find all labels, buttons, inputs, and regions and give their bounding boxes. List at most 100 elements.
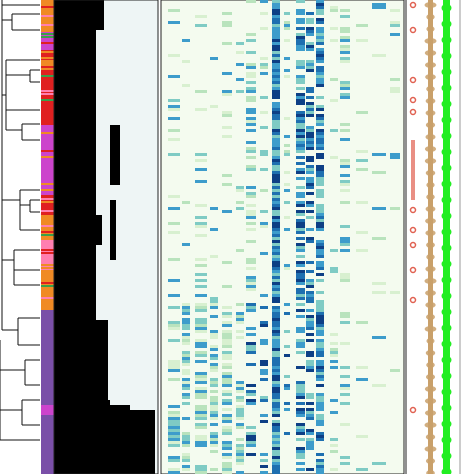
- presence-block: [62, 310, 72, 340]
- heatmap-cell: [260, 465, 268, 468]
- heatmap-cell: [272, 102, 280, 105]
- heatmap-cell: [306, 168, 314, 171]
- brown-bead: [426, 242, 435, 248]
- heatmap-cell: [316, 153, 324, 156]
- heatmap-cell: [246, 210, 256, 213]
- heatmap-cell: [316, 255, 324, 258]
- heatmap-cell: [168, 369, 180, 372]
- heatmap-cell: [372, 207, 386, 210]
- heatmap-cell: [210, 390, 218, 393]
- heatmap-cell: [316, 21, 324, 24]
- heatmap-cell: [168, 129, 180, 132]
- heatmap-cell: [306, 468, 314, 471]
- heatmap-cell: [296, 123, 305, 126]
- heatmap-cell: [330, 444, 338, 447]
- dot-marker: [409, 96, 417, 104]
- heatmap-cell: [222, 345, 232, 348]
- heatmap-cell: [316, 228, 324, 231]
- heatmap-cell: [195, 393, 207, 396]
- heatmap-cell: [316, 438, 324, 441]
- heatmap-cell: [340, 60, 350, 63]
- heatmap-cell: [296, 408, 305, 411]
- brown-bead: [425, 434, 436, 440]
- green-bead: [441, 148, 452, 156]
- heatmap-cell: [195, 465, 207, 468]
- heatmap-cell: [306, 159, 314, 162]
- heatmap-cell: [246, 393, 256, 396]
- heatmap-cell: [272, 120, 280, 123]
- heatmap-cell: [296, 75, 305, 78]
- heatmap-cell: [272, 165, 280, 168]
- strip-stripe: [41, 252, 54, 254]
- strip-stripe: [41, 75, 54, 77]
- heatmap-cell: [284, 69, 290, 72]
- heatmap-cell: [340, 315, 350, 318]
- heatmap-cell: [272, 30, 280, 33]
- heatmap-cell: [372, 462, 386, 465]
- heatmap-cell: [296, 111, 305, 114]
- heatmap-cell: [316, 249, 324, 252]
- heatmap-cell: [356, 321, 368, 324]
- heatmap-cell: [272, 87, 280, 90]
- heatmap-cell: [272, 315, 280, 318]
- heatmap-cell: [236, 438, 244, 441]
- heatmap-cell: [316, 264, 324, 267]
- heatmap-cell: [316, 138, 324, 141]
- heatmap-cell: [296, 264, 305, 267]
- heatmap-cell: [306, 441, 314, 444]
- heatmap-cell: [272, 219, 280, 222]
- heatmap-cell: [272, 423, 280, 426]
- heatmap-cell: [272, 312, 280, 315]
- heatmap-cell: [168, 435, 180, 438]
- heatmap-cell: [316, 108, 324, 111]
- heatmap-cell: [222, 366, 232, 369]
- heatmap-cell: [272, 3, 280, 6]
- heatmap-cell: [168, 426, 180, 429]
- heatmap-cell: [182, 201, 190, 204]
- heatmap-cell: [222, 312, 232, 315]
- heatmap-cell: [272, 435, 280, 438]
- heatmap-cell: [306, 33, 314, 36]
- heatmap-cell: [272, 156, 280, 159]
- heatmap-cell: [340, 321, 350, 324]
- strip-stripe: [41, 231, 54, 233]
- heatmap-cell: [390, 156, 400, 159]
- heatmap-cell: [296, 453, 305, 456]
- heatmap-cell: [236, 186, 244, 189]
- heatmap-cell: [222, 462, 232, 465]
- presence-block: [96, 400, 110, 474]
- heatmap-cell: [316, 348, 324, 351]
- heatmap-cell: [296, 114, 305, 117]
- heatmap-cell: [210, 414, 218, 417]
- heatmap-cell: [284, 75, 290, 78]
- heatmap-cell: [390, 21, 400, 24]
- heatmap-cell: [236, 387, 244, 390]
- heatmap-cell: [222, 126, 232, 129]
- heatmap-cell: [222, 351, 232, 354]
- heatmap-cell: [272, 399, 280, 402]
- heatmap-cell: [222, 372, 232, 375]
- heatmap-cell: [330, 468, 338, 471]
- heatmap-cell: [182, 351, 190, 354]
- heatmap-cell: [236, 249, 244, 252]
- heatmap-cell: [306, 60, 314, 63]
- heatmap-cell: [222, 447, 232, 450]
- heatmap-cell: [296, 27, 305, 30]
- heatmap-cell: [330, 348, 338, 351]
- heatmap-cell: [390, 369, 400, 372]
- heatmap-cell: [246, 267, 256, 270]
- heatmap-cell: [372, 282, 386, 285]
- heatmap-cell: [306, 18, 314, 21]
- heatmap-cell: [356, 24, 368, 27]
- heatmap-cell: [316, 147, 324, 150]
- strip-stripe: [41, 183, 54, 185]
- heatmap-cell: [340, 342, 350, 345]
- heatmap-cell: [260, 363, 268, 366]
- heatmap-cell: [316, 405, 324, 408]
- presence-block: [78, 320, 108, 400]
- heatmap-cell: [306, 321, 314, 324]
- heatmap-cell: [296, 132, 305, 135]
- heatmap-cell: [236, 405, 244, 408]
- heatmap-cell: [306, 27, 314, 30]
- heatmap-cell: [272, 78, 280, 81]
